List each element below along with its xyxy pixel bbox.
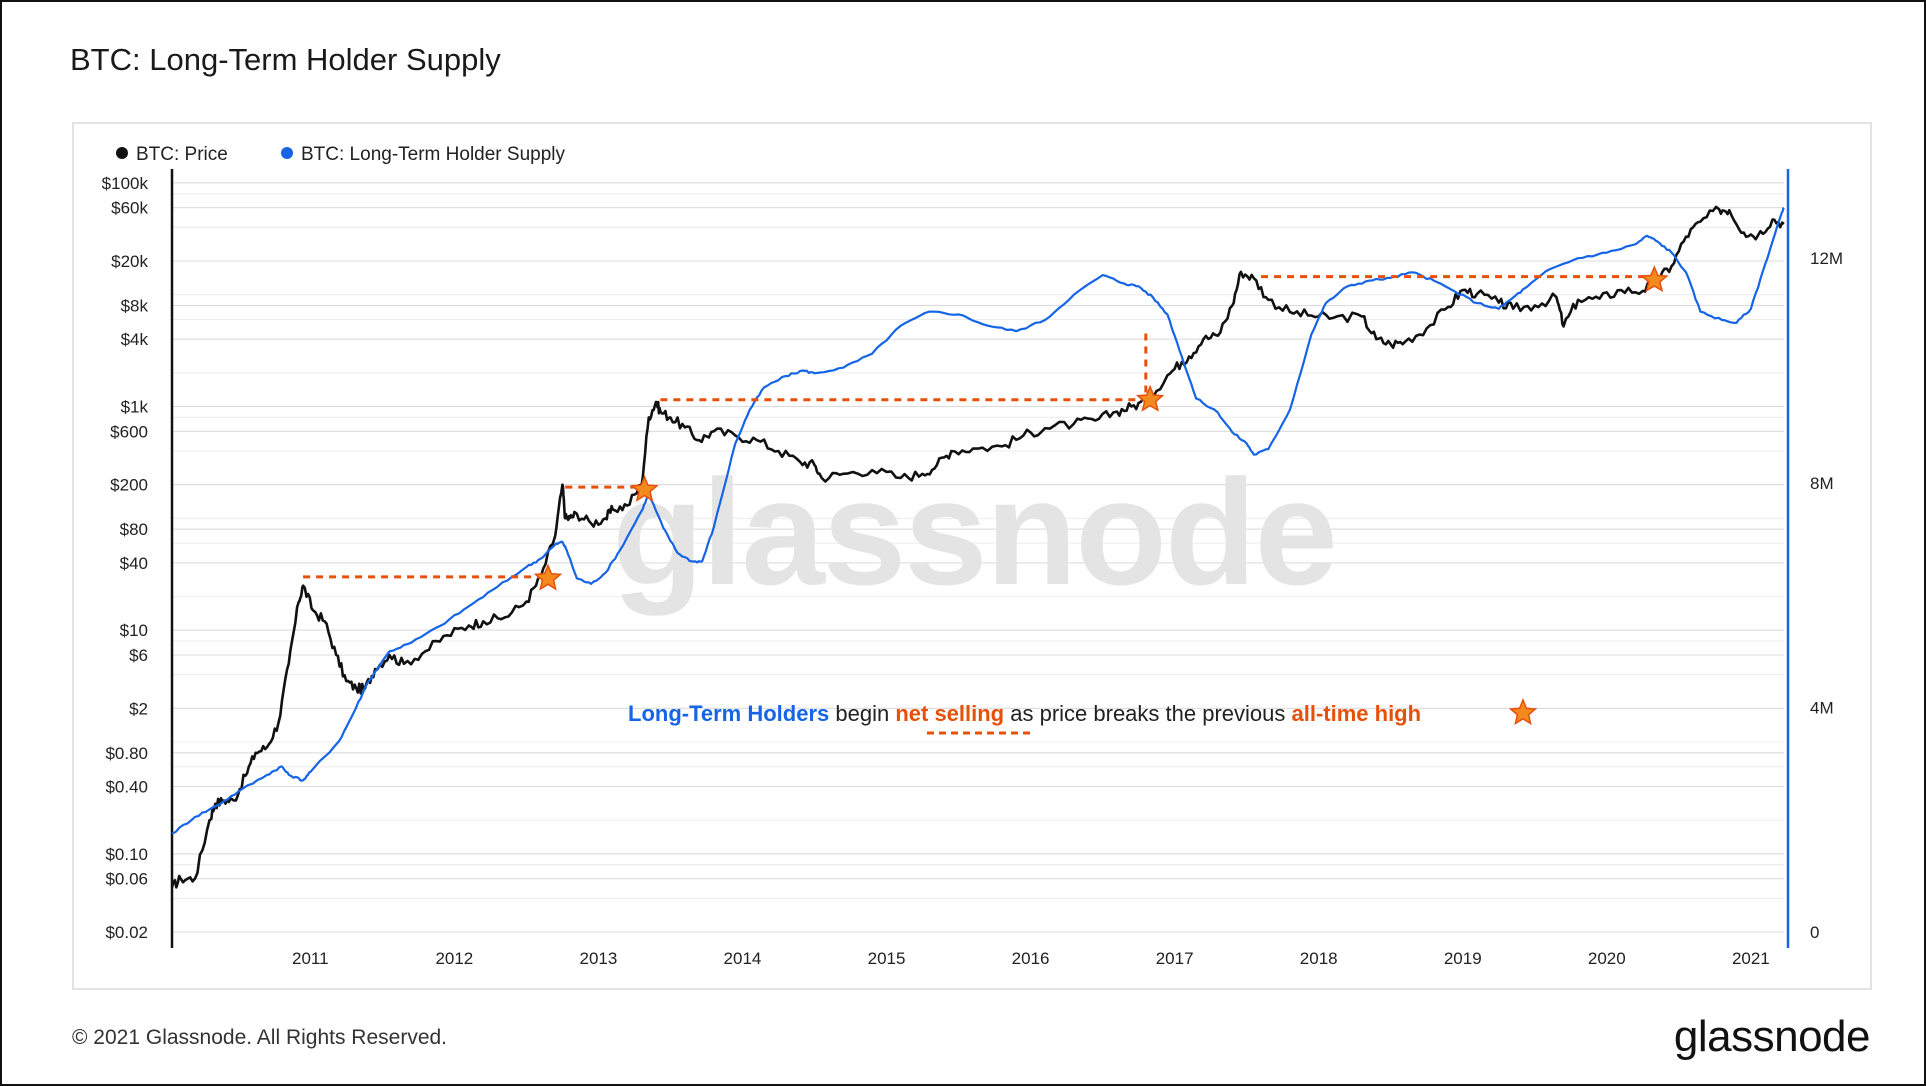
brand-logo: glassnode xyxy=(1673,1012,1871,1061)
y-left-tick-label: $10 xyxy=(120,621,148,640)
annotation-part-net-selling: net selling xyxy=(895,701,1004,726)
y-left-tick-label: $0.06 xyxy=(105,870,148,889)
y-left-tick-label: $20k xyxy=(111,252,148,271)
y-left-tick-label: $0.80 xyxy=(105,744,148,763)
y-left-tick-label: $4k xyxy=(121,330,149,349)
x-tick-label: 2013 xyxy=(579,949,617,968)
annotation-star-icon xyxy=(1508,698,1538,726)
x-tick-label: 2015 xyxy=(868,949,906,968)
chart-panel: glassnode $100k $60k $20k $8k $4k $1k $600 $200 $… xyxy=(72,122,1872,990)
y-left-tick-label: $40 xyxy=(120,554,148,573)
copyright-text: © 2021 Glassnode. All Rights Reserved. xyxy=(72,1026,448,1049)
annotation-text: Long-Term Holders begin net selling as p… xyxy=(628,701,1421,726)
y-left-tick-label: $100k xyxy=(102,174,149,193)
y-left-tick-label: $200 xyxy=(110,476,148,495)
y-left-tick-label: $600 xyxy=(110,422,148,441)
x-tick-label: 2017 xyxy=(1156,949,1194,968)
y-right-tick-label: 12M xyxy=(1810,249,1843,268)
x-tick-label: 2011 xyxy=(292,949,329,968)
y-left-tick-label: $80 xyxy=(120,520,148,539)
watermark-text: glassnode xyxy=(612,448,1336,616)
annotation-part-begin: begin xyxy=(829,701,895,726)
page-title: BTC: Long-Term Holder Supply xyxy=(70,42,501,77)
y-right-tick-label: 0 xyxy=(1810,923,1819,942)
x-tick-label: 2012 xyxy=(435,949,473,968)
legend-label-supply: BTC: Long-Term Holder Supply xyxy=(301,144,565,165)
chart-svg: glassnode $100k $60k $20k $8k $4k $1k $600 $200 $… xyxy=(102,144,1843,968)
y-left-tick-label: $0.02 xyxy=(105,923,148,942)
x-tick-label: 2021 xyxy=(1732,949,1770,968)
y-left-tick-label: $6 xyxy=(129,646,148,665)
annotation-part-ltH: Long-Term Holders xyxy=(628,701,829,726)
x-tick-label: 2020 xyxy=(1588,949,1626,968)
y-right-tick-label: 4M xyxy=(1810,698,1834,717)
x-tick-label: 2014 xyxy=(724,949,762,968)
ath-star-icon xyxy=(1640,265,1669,293)
y-left-tick-label: $0.40 xyxy=(105,778,148,797)
y-left-tick-label: $2 xyxy=(129,699,148,718)
x-tick-label: 2019 xyxy=(1444,949,1482,968)
x-tick-label: 2016 xyxy=(1012,949,1050,968)
y-left-tick-label: $60k xyxy=(111,199,148,218)
legend-dot-supply xyxy=(281,147,293,159)
annotation-part-ath: all-time high xyxy=(1292,701,1422,726)
y-left-tick-label: $8k xyxy=(121,297,149,316)
ath-star-icon xyxy=(1135,384,1165,412)
y-left-tick-label: $1k xyxy=(121,398,149,417)
legend-dot-price xyxy=(116,147,128,159)
legend-label-price: BTC: Price xyxy=(136,144,228,165)
annotation-part-mid: as price breaks the previous xyxy=(1004,701,1291,726)
y-left-tick-label: $0.10 xyxy=(105,845,148,864)
price-series-line xyxy=(170,205,1785,889)
ath-star-icon xyxy=(533,563,563,591)
y-right-tick-label: 8M xyxy=(1810,474,1834,493)
ath-star-icon xyxy=(630,474,659,502)
x-tick-label: 2018 xyxy=(1300,949,1338,968)
